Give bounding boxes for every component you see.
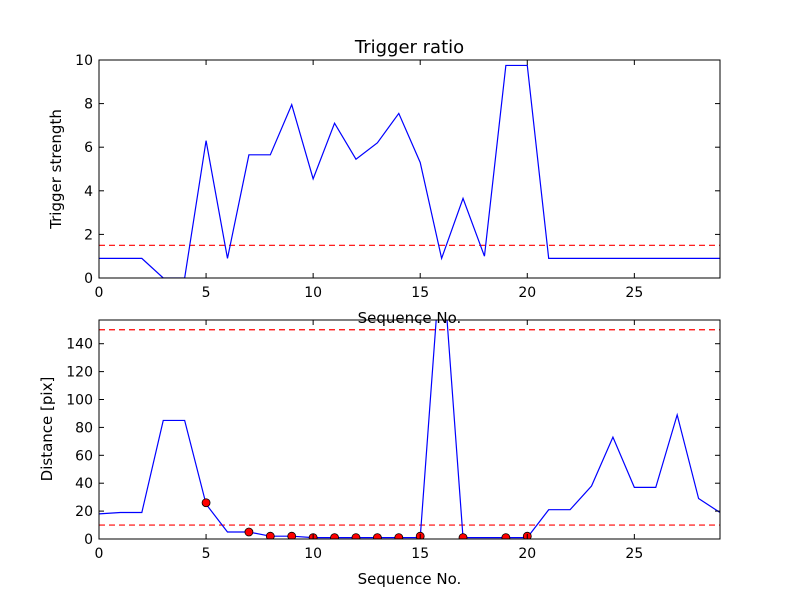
x-tick-label: 15 (411, 546, 429, 562)
y-tick-label: 4 (84, 184, 93, 200)
plot-area (99, 320, 720, 539)
chart-title: Trigger ratio (354, 37, 464, 58)
y-tick-label: 2 (84, 227, 93, 243)
data-point-marker (372, 533, 382, 539)
bottom-chart-distance: Sequence No. Distance [pix] 0 5 10 15 20 25 0 2… (38, 319, 721, 588)
x-tick-label: 0 (95, 546, 104, 562)
x-tick-label: 25 (625, 546, 643, 562)
y-tick-label: 10 (75, 53, 93, 69)
x-tick-label: 10 (304, 546, 322, 562)
data-point-marker (287, 531, 297, 539)
x-tick-label: 5 (202, 285, 211, 301)
x-tick-label: 15 (411, 285, 429, 301)
y-tick-label: 20 (75, 504, 93, 520)
y-axis-label: Trigger strength (47, 109, 65, 230)
plot-area (99, 64, 720, 278)
data-point-marker (501, 533, 511, 539)
x-tick-label: 25 (625, 285, 643, 301)
data-point-marker (244, 527, 254, 537)
y-tick-label: 0 (84, 271, 93, 287)
axes-frame (98, 59, 721, 279)
x-tick-label: 10 (304, 285, 322, 301)
x-tick-label: 0 (95, 285, 104, 301)
x-tick-label: 5 (202, 546, 211, 562)
x-axis-label: Sequence No. (358, 309, 462, 327)
y-tick-label: 0 (84, 532, 93, 548)
x-axis-label: Sequence No. (358, 570, 462, 588)
y-tick-label: 60 (75, 448, 93, 464)
y-tick-label: 80 (75, 420, 93, 436)
data-point-marker (330, 533, 339, 539)
data-point-marker (458, 533, 468, 539)
y-tick-label: 8 (84, 97, 93, 113)
y-tick-label: 6 (84, 140, 93, 156)
y-tick-label: 100 (66, 393, 93, 409)
data-point-marker (351, 533, 361, 539)
x-tick-label: 20 (518, 546, 536, 562)
data-point-marker (201, 498, 211, 508)
top-chart-trigger-ratio: Trigger ratio Sequence No. Trigger stren… (47, 37, 721, 327)
series-line (99, 64, 720, 278)
axes-frame (98, 319, 721, 540)
series-line (99, 320, 720, 539)
y-axis-label: Distance [pix] (38, 377, 56, 482)
y-tick-label: 40 (75, 476, 93, 492)
data-point-marker (265, 531, 275, 539)
y-tick-label: 120 (66, 365, 93, 381)
y-tick-label: 140 (66, 337, 93, 353)
x-tick-label: 20 (518, 285, 536, 301)
data-point-marker (394, 533, 404, 539)
